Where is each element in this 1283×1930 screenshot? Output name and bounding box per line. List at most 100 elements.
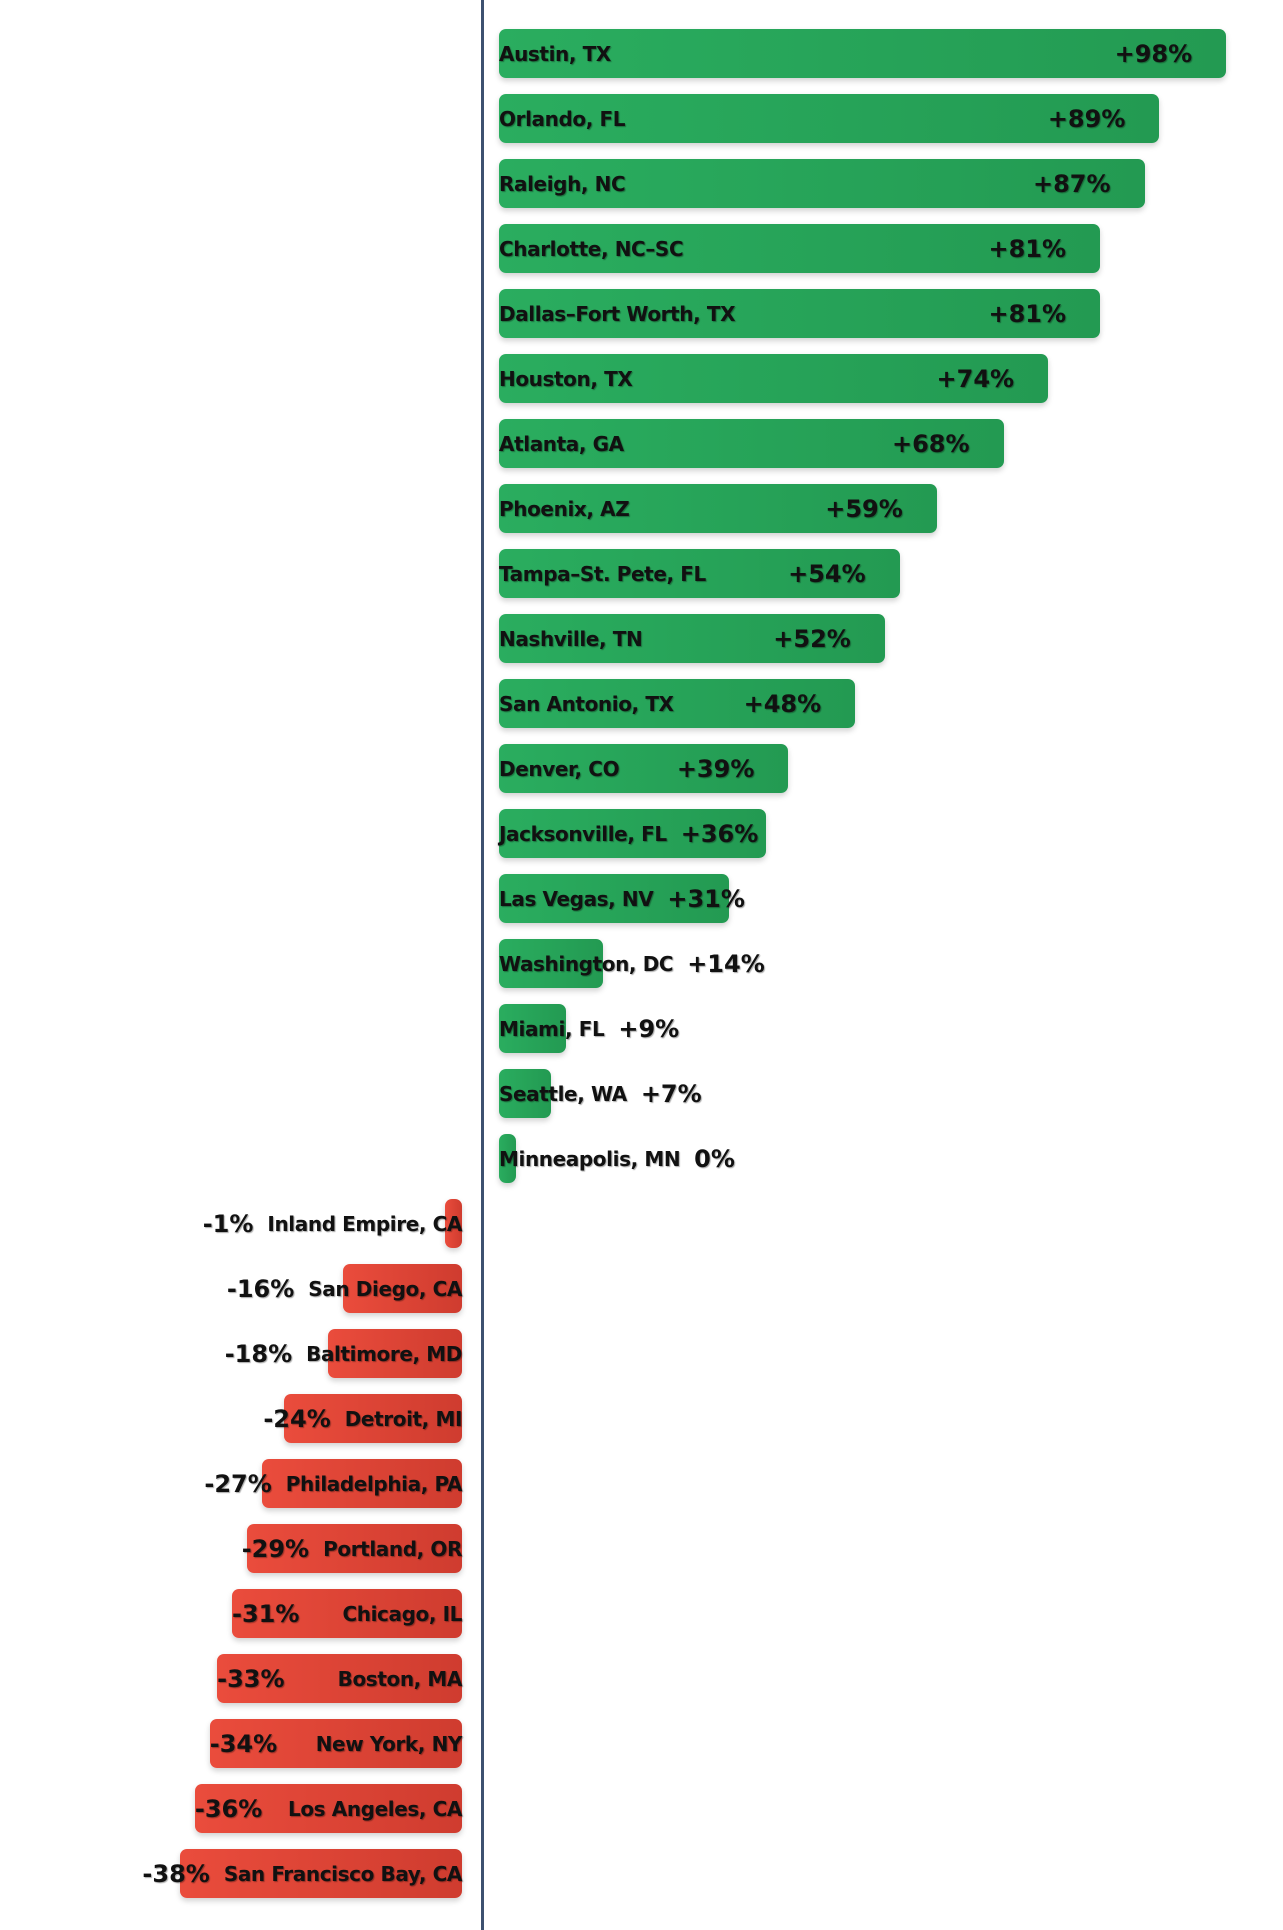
- zero-axis-line: [481, 0, 484, 1930]
- bar-row: Orlando, FL +89%: [499, 94, 1160, 143]
- bar-row: -27% Philadelphia, PA: [204, 1459, 462, 1508]
- bar-row: -29% Portland, OR: [242, 1524, 462, 1573]
- category-label: San Diego, CA: [308, 1276, 462, 1301]
- value-label: +7%: [640, 1079, 702, 1108]
- category-label: San Antonio, TX: [499, 691, 674, 716]
- positive-bar: [499, 614, 885, 663]
- bar-row: Miami, FL +9%: [499, 1004, 713, 1053]
- value-label: +81%: [988, 299, 1067, 328]
- category-label: Boston, MA: [337, 1666, 463, 1691]
- category-label: Raleigh, NC: [499, 171, 626, 196]
- value-label: -16%: [226, 1274, 295, 1303]
- negative-bar: [261, 1459, 462, 1508]
- category-label: Inland Empire, CA: [267, 1211, 462, 1236]
- value-label: +14%: [687, 949, 765, 978]
- value-label: -33%: [217, 1664, 285, 1693]
- negative-bar: [231, 1589, 462, 1638]
- value-label: -1%: [202, 1209, 254, 1238]
- bar-row: -38% San Francisco Bay, CA: [142, 1849, 462, 1898]
- category-label: Portland, OR: [323, 1536, 462, 1561]
- bar-row: -34% New York, NY: [209, 1719, 463, 1768]
- bar-row: Austin, TX +98%: [499, 29, 1227, 78]
- bar-row: Tampa–St. Pete, FL +54%: [499, 549, 900, 598]
- bar-row: Phoenix, AZ +59%: [499, 484, 937, 533]
- bar-row: Minneapolis, MN 0%: [499, 1134, 769, 1183]
- value-label: -18%: [224, 1339, 293, 1368]
- negative-bar: [283, 1394, 462, 1443]
- value-label: +36%: [680, 819, 759, 848]
- bar-row: -31% Chicago, IL: [231, 1589, 462, 1638]
- negative-bar: [217, 1654, 462, 1703]
- value-label: +89%: [1047, 104, 1126, 133]
- bar-row: Jacksonville, FL +36%: [499, 809, 792, 858]
- positive-bar: [499, 939, 603, 988]
- value-label: 0%: [694, 1144, 735, 1173]
- bar-row: -18% Baltimore, MD: [225, 1329, 462, 1378]
- category-label: Philadelphia, PA: [285, 1471, 463, 1496]
- positive-bar: [499, 679, 856, 728]
- value-label: -24%: [263, 1404, 331, 1433]
- bar-row: Washington, DC +14%: [499, 939, 799, 988]
- category-label: Las Vegas, NV: [499, 886, 654, 911]
- value-label: +54%: [788, 559, 866, 588]
- value-label: +52%: [773, 624, 851, 653]
- bar-row: Raleigh, NC +87%: [499, 159, 1145, 208]
- category-label: Washington, DC: [499, 951, 674, 976]
- value-label: -34%: [209, 1729, 278, 1758]
- value-label: -38%: [142, 1859, 210, 1888]
- bar-row: Las Vegas, NV +31%: [499, 874, 779, 923]
- negative-bar: [180, 1849, 462, 1898]
- bar-row: Nashville, TN +52%: [499, 614, 885, 663]
- positive-bar: [499, 1069, 551, 1118]
- value-label: +98%: [1114, 39, 1193, 68]
- negative-bar: [194, 1784, 462, 1833]
- positive-bar: [499, 224, 1101, 273]
- positive-bar: [499, 94, 1160, 143]
- bar-row: Charlotte, NC–SC +81%: [499, 224, 1101, 273]
- bar-row: Denver, CO +39%: [499, 744, 789, 793]
- bar-row: Atlanta, GA +68%: [499, 419, 1004, 468]
- negative-bar: [246, 1524, 462, 1573]
- category-label: Houston, TX: [499, 366, 633, 391]
- category-label: Denver, CO: [499, 756, 620, 781]
- positive-bar: [499, 1004, 566, 1053]
- positive-bar: [499, 159, 1145, 208]
- category-label: Seattle, WA: [499, 1081, 627, 1106]
- bar-row: -16% San Diego, CA: [227, 1264, 462, 1313]
- value-label: +9%: [618, 1014, 680, 1043]
- value-label: +31%: [667, 884, 745, 913]
- value-label: -27%: [204, 1469, 272, 1498]
- category-label: Jacksonville, FL: [499, 821, 667, 846]
- value-label: +74%: [936, 364, 1015, 393]
- category-label: Tampa–St. Pete, FL: [499, 561, 706, 586]
- bar-row: -36% Los Angeles, CA: [194, 1784, 462, 1833]
- positive-bar: [499, 874, 730, 923]
- positive-bar: [499, 29, 1227, 78]
- bar-row: San Antonio, TX +48%: [499, 679, 856, 728]
- bar-row: Houston, TX +74%: [499, 354, 1049, 403]
- category-label: Austin, TX: [499, 41, 611, 66]
- bar-row: -24% Detroit, MI: [263, 1394, 462, 1443]
- value-label: -36%: [194, 1794, 263, 1823]
- category-label: Charlotte, NC–SC: [499, 236, 684, 261]
- category-label: Orlando, FL: [499, 106, 626, 131]
- positive-bar: [499, 809, 767, 858]
- positive-bar: [499, 549, 900, 598]
- positive-bar: [499, 484, 937, 533]
- category-label: Phoenix, AZ: [499, 496, 630, 521]
- category-label: New York, NY: [315, 1731, 463, 1756]
- bar-row: Dallas–Fort Worth, TX +81%: [499, 289, 1101, 338]
- positive-bar: [499, 289, 1101, 338]
- value-label: +59%: [825, 494, 903, 523]
- bar-row: -1% Inland Empire, CA: [203, 1199, 462, 1248]
- value-label: +68%: [891, 429, 970, 458]
- value-label: -29%: [241, 1534, 310, 1563]
- bar-row: Seattle, WA +7%: [499, 1069, 736, 1118]
- value-label: -31%: [231, 1599, 300, 1628]
- category-label: Baltimore, MD: [306, 1341, 462, 1366]
- positive-bar: [499, 419, 1004, 468]
- category-label: San Francisco Bay, CA: [223, 1861, 463, 1886]
- value-label: +81%: [988, 234, 1067, 263]
- positive-bar: [499, 354, 1049, 403]
- category-label: Detroit, MI: [344, 1406, 463, 1431]
